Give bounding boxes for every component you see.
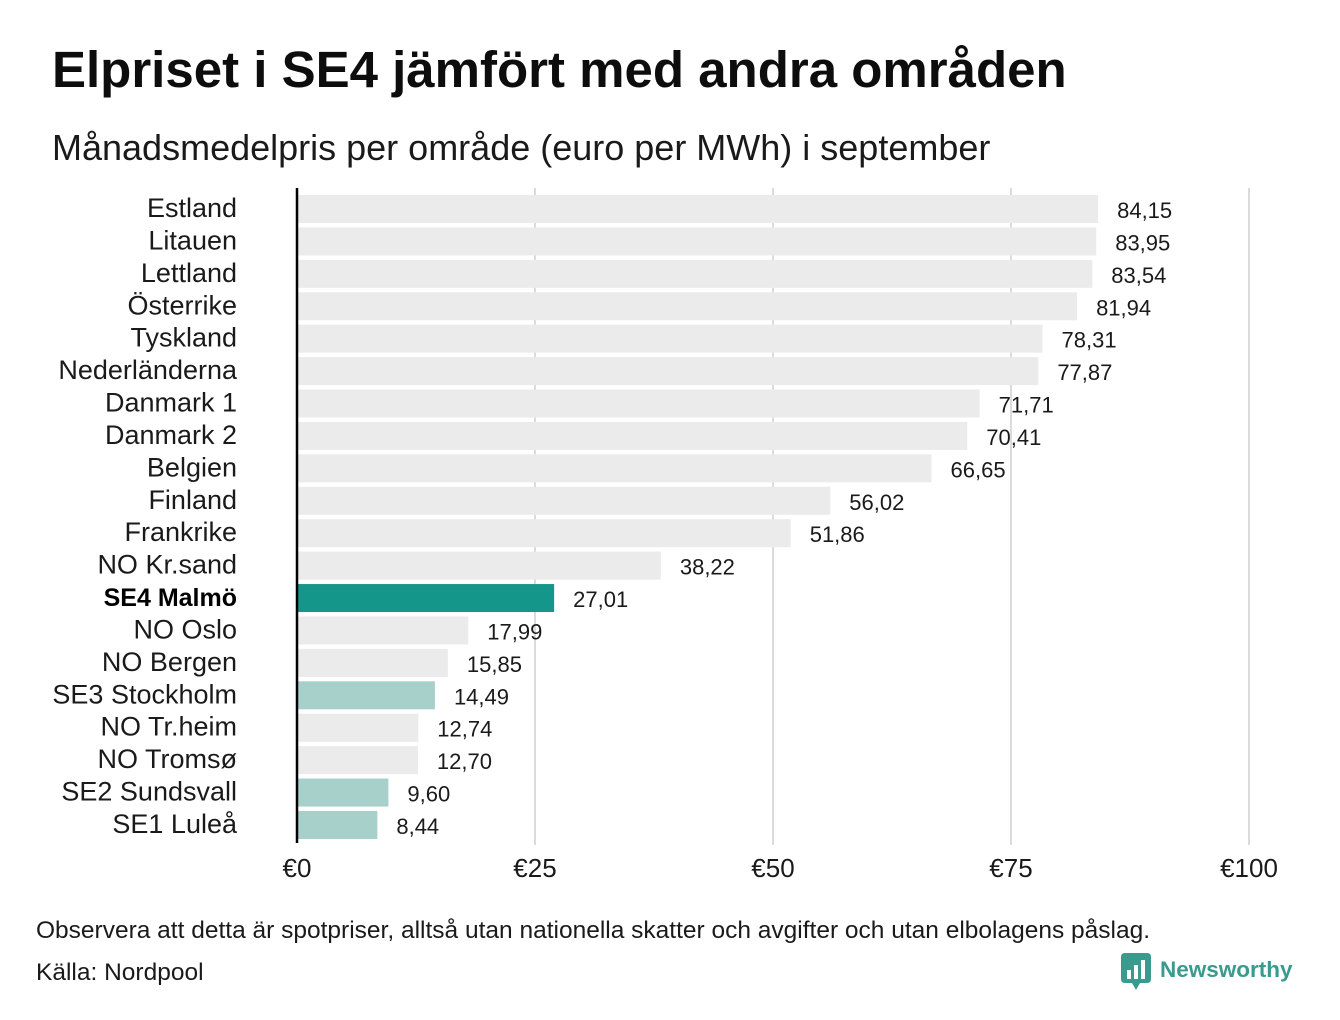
value-label: 9,60 — [407, 782, 450, 807]
category-label: Tyskland — [130, 323, 237, 353]
x-tick-label: €75 — [989, 853, 1032, 883]
source-credit: Källa: Nordpool — [36, 959, 204, 986]
value-label: 12,74 — [437, 717, 492, 742]
chart-bar — [297, 292, 1078, 321]
x-axis-ticks: €0 €25 €50 €75 €100 — [283, 853, 1278, 883]
chart-bar — [297, 810, 378, 839]
value-label: 51,86 — [810, 522, 865, 547]
chart-bar — [297, 357, 1039, 386]
chart-bar — [297, 421, 968, 450]
chart-bar — [297, 259, 1093, 288]
x-tick-label: €100 — [1220, 853, 1278, 883]
value-label: 83,95 — [1115, 230, 1170, 255]
value-label: 66,65 — [951, 457, 1006, 482]
chart-bubble-icon — [1121, 953, 1151, 991]
chart-bar — [297, 713, 419, 742]
category-label: Nederländerna — [58, 355, 238, 385]
category-label: NO Kr.sand — [97, 550, 237, 580]
category-label: NO Bergen — [102, 647, 237, 677]
value-label: 78,31 — [1062, 328, 1117, 353]
value-label: 77,87 — [1057, 360, 1112, 385]
chart-bar — [297, 778, 389, 807]
category-label: Österrike — [127, 290, 237, 320]
value-label: 81,94 — [1096, 295, 1151, 320]
category-label: NO Tromsø — [98, 744, 238, 774]
category-label: SE3 Stockholm — [52, 679, 237, 709]
chart-bar — [297, 195, 1099, 223]
bars — [297, 195, 1099, 839]
category-label: SE1 Luleå — [112, 809, 238, 839]
value-label: 12,70 — [437, 749, 492, 774]
category-label: Frankrike — [124, 517, 237, 547]
chart-title: Elpriset i SE4 jämfört med andra områden — [52, 41, 1067, 98]
chart-bar — [297, 227, 1097, 256]
category-label: Danmark 1 — [105, 388, 237, 418]
chart-bar — [297, 486, 831, 515]
chart-bar — [297, 584, 555, 613]
footer-note: Observera att detta är spotpriser, allts… — [36, 917, 1151, 944]
category-label: Danmark 2 — [105, 420, 237, 450]
chart-bar — [297, 324, 1043, 353]
value-label: 71,71 — [999, 393, 1054, 418]
value-label: 83,54 — [1111, 263, 1166, 288]
value-label: 8,44 — [396, 814, 439, 839]
chart-subtitle: Månadsmedelpris per område (euro per MWh… — [52, 127, 991, 168]
chart-bar — [297, 551, 661, 580]
value-label: 38,22 — [680, 555, 735, 580]
chart-bar — [297, 616, 469, 645]
category-label: Litauen — [148, 225, 237, 255]
value-label: 17,99 — [487, 619, 542, 644]
chart-bar — [297, 454, 932, 483]
category-label: Lettland — [141, 258, 237, 288]
x-tick-label: €0 — [283, 853, 312, 883]
chart-bar — [297, 519, 791, 548]
category-label: Belgien — [147, 452, 237, 482]
chart-bar — [297, 746, 418, 775]
category-label: NO Tr.heim — [100, 712, 237, 742]
chart-bar — [297, 681, 435, 710]
category-label: NO Oslo — [133, 614, 237, 644]
category-label: SE4 Malmö — [104, 584, 237, 612]
category-label: Finland — [148, 485, 237, 515]
value-label: 15,85 — [467, 652, 522, 677]
category-label: Estland — [147, 193, 237, 223]
category-label: SE2 Sundsvall — [61, 777, 237, 807]
brand-logo-text: Newsworthy — [1160, 957, 1293, 982]
x-tick-label: €25 — [513, 853, 556, 883]
value-label: 70,41 — [986, 425, 1041, 450]
value-label: 14,49 — [454, 684, 509, 709]
chart-bar — [297, 389, 980, 418]
value-label: 84,15 — [1117, 198, 1172, 223]
x-tick-label: €50 — [751, 853, 794, 883]
chart-bar — [297, 648, 448, 677]
value-label: 56,02 — [849, 490, 904, 515]
category-labels: EstlandLitauenLettlandÖsterrikeTysklandN… — [52, 193, 238, 839]
value-label: 27,01 — [573, 587, 628, 612]
bar-chart: €0 €25 €50 €75 €100 EstlandLitauenLettlandÖst… — [52, 188, 1278, 883]
